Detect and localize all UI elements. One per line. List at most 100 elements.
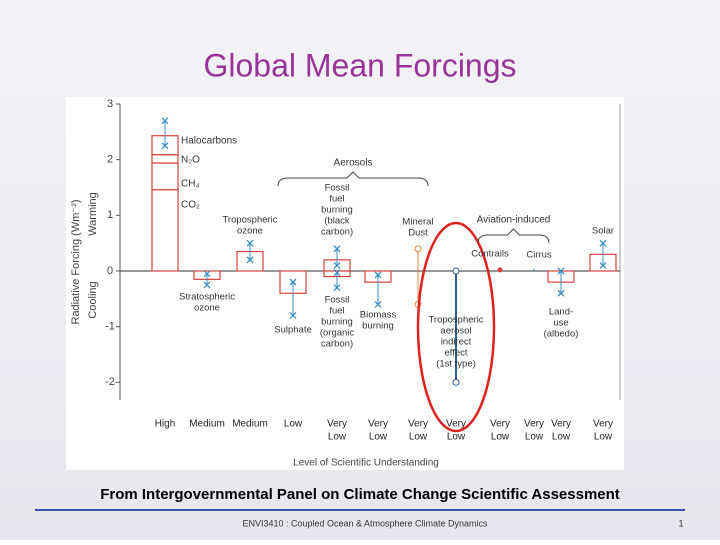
bar-label: Tropospheric bbox=[222, 215, 277, 226]
bar-label: fuel bbox=[329, 194, 344, 205]
error-cap bbox=[333, 261, 341, 269]
bracket bbox=[277, 171, 429, 187]
bar-label: (1st type) bbox=[436, 359, 476, 370]
point bbox=[497, 267, 503, 273]
stack-segment bbox=[151, 189, 179, 272]
confidence-label: Low bbox=[594, 432, 613, 443]
bar-label: (black bbox=[324, 216, 350, 227]
bar-label: Dust bbox=[408, 228, 428, 239]
bar-label: Stratospheric bbox=[179, 292, 235, 303]
error-cap bbox=[333, 269, 341, 277]
y-tick-label: 3 bbox=[107, 98, 113, 110]
confidence-label: Very bbox=[368, 419, 388, 430]
confidence-label: Medium bbox=[232, 419, 268, 430]
error-cap bbox=[161, 142, 169, 150]
error-cap bbox=[246, 256, 254, 264]
stack-segment bbox=[151, 154, 179, 164]
highlight bbox=[416, 221, 496, 433]
confidence-label: High bbox=[155, 419, 176, 430]
stack-label: Halocarbons bbox=[181, 136, 237, 147]
confidence-label: Very bbox=[490, 419, 510, 430]
confidence-label: Medium bbox=[189, 419, 225, 430]
confidence-label: Low bbox=[328, 432, 347, 443]
y-tick-label: -1 bbox=[105, 321, 115, 333]
confidence-label: Very bbox=[408, 419, 428, 430]
bar-label: Fossil bbox=[325, 295, 350, 306]
bar-label: Fossil bbox=[325, 183, 350, 194]
x-axis-label: Level of Scientific Understanding bbox=[293, 458, 439, 469]
bar-label: burning bbox=[321, 317, 353, 328]
range-end bbox=[452, 378, 460, 386]
group-label: Aviation-induced bbox=[477, 215, 551, 226]
slide-title: Global Mean Forcings bbox=[203, 47, 516, 83]
bar-label: use bbox=[553, 318, 568, 329]
confidence-label: Low bbox=[409, 432, 428, 443]
stack-segment bbox=[151, 162, 179, 191]
confidence-label: Very bbox=[524, 419, 544, 430]
y-tick-label: -2 bbox=[105, 376, 115, 388]
y-axis-label: Radiative Forcing (Wm⁻²) bbox=[70, 200, 82, 325]
bar-label: Mineral bbox=[402, 217, 433, 228]
bar-label: effect bbox=[444, 348, 467, 359]
bar-label: Tropospheric bbox=[428, 315, 483, 326]
bar-label: ozone bbox=[237, 226, 263, 237]
group-label: Aerosols bbox=[334, 158, 373, 169]
bar-label: Cirrus bbox=[526, 250, 552, 261]
y-tick-label: 1 bbox=[107, 209, 113, 221]
range-end bbox=[414, 245, 422, 253]
error-cap bbox=[246, 239, 254, 247]
error-cap bbox=[203, 270, 211, 278]
footer: ENVI3410 : Coupled Ocean & Atmosphere Cl… bbox=[242, 518, 488, 528]
bar-label: indirect bbox=[441, 337, 472, 348]
bar-label: Biomass bbox=[360, 310, 397, 321]
bar-label: aerosol bbox=[440, 326, 471, 337]
bar-label: carbon) bbox=[321, 339, 353, 350]
bar-label: burning bbox=[321, 205, 353, 216]
stack-label: N₂O bbox=[181, 155, 200, 166]
bar-label: Solar bbox=[592, 226, 614, 237]
error-cap bbox=[374, 271, 382, 279]
confidence-label: Low bbox=[369, 432, 388, 443]
error-cap bbox=[557, 267, 565, 275]
confidence-label: Low bbox=[525, 432, 544, 443]
range-end bbox=[452, 267, 460, 275]
bar-label: carbon) bbox=[321, 227, 353, 238]
error-cap bbox=[333, 284, 341, 292]
confidence-label: Very bbox=[327, 419, 347, 430]
bracket bbox=[477, 228, 550, 244]
confidence-label: Low bbox=[552, 432, 571, 443]
stack-label: CH₄ bbox=[181, 179, 200, 190]
bar-label: Land- bbox=[549, 307, 573, 318]
error-cap bbox=[203, 281, 211, 289]
error-cap bbox=[289, 312, 297, 319]
warming-label: Warming bbox=[87, 192, 99, 236]
error-cap bbox=[557, 289, 565, 297]
chart-area bbox=[66, 97, 624, 470]
error-cap bbox=[599, 261, 607, 269]
bar-label: fuel bbox=[329, 306, 344, 317]
bar-label: Sulphate bbox=[274, 325, 312, 336]
error-cap bbox=[374, 300, 382, 308]
confidence-label: Very bbox=[446, 419, 466, 430]
confidence-label: Very bbox=[593, 419, 613, 430]
confidence-label: Low bbox=[447, 432, 466, 443]
y-tick-label: 2 bbox=[107, 154, 113, 166]
bar-label: burning bbox=[362, 321, 394, 332]
error-cap bbox=[161, 117, 169, 125]
error-cap bbox=[333, 245, 341, 253]
bar-label: (albedo) bbox=[544, 329, 579, 340]
confidence-label: Low bbox=[284, 419, 303, 430]
stack-label: CO₂ bbox=[181, 200, 200, 211]
bar-label: (organic bbox=[320, 328, 355, 339]
bar-label: ozone bbox=[194, 303, 220, 314]
y-tick-label: 0 bbox=[107, 265, 113, 277]
confidence-label: Low bbox=[491, 432, 510, 443]
error-cap bbox=[289, 278, 297, 286]
bar-label: Contrails bbox=[471, 249, 509, 260]
page-number: 1 bbox=[678, 518, 683, 528]
error-cap bbox=[599, 239, 607, 247]
caption: From Intergovernmental Panel on Climate … bbox=[100, 486, 620, 503]
cooling-label: Cooling bbox=[87, 281, 99, 318]
